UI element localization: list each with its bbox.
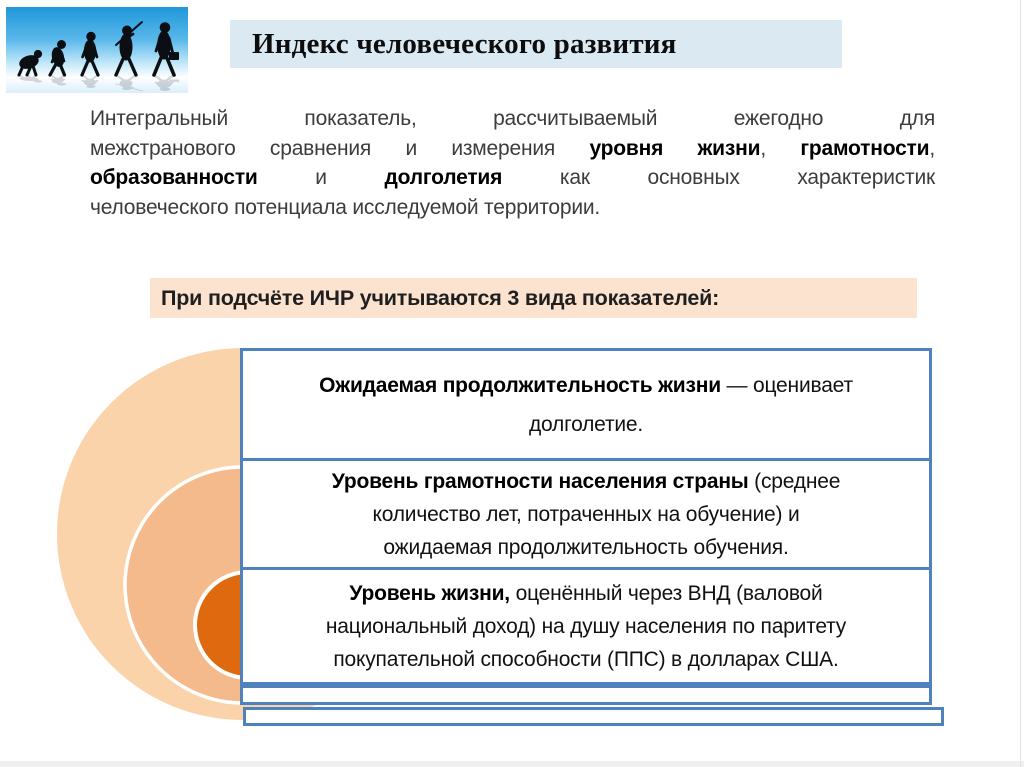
intro-line-3: образованности и долголетия как основных… [90, 166, 935, 189]
slide-right-edge [1020, 0, 1021, 767]
intro-paragraph: Интегральный показатель, рассчитываемый … [90, 104, 935, 222]
diagram-box-literacy: Уровень грамотности населения страны (ср… [240, 458, 932, 570]
intro-line-2: межстранового сравнения и измерения уров… [90, 136, 935, 160]
diagram-box-living-standard: Уровень жизни, оценённый через ВНД (вало… [240, 567, 932, 685]
hominid-figure-2 [80, 31, 100, 77]
diagram-box-living-standard-text: Уровень жизни, оценённый через ВНД (вало… [325, 581, 847, 671]
diagram-box-life-expectancy: Ожидаемая продолжительность жизни — оцен… [240, 348, 932, 461]
page-title: Индекс человеческого развития [252, 27, 677, 60]
diagram-box-literacy-text: Уровень грамотности населения страны (ср… [331, 469, 841, 559]
evolution-illustration [6, 7, 188, 93]
subheader-text: При подсчёте ИЧР учитываются 3 вида пока… [161, 285, 720, 310]
subheader-strip: При подсчёте ИЧР учитываются 3 вида пока… [150, 278, 917, 318]
diagram-box-life-expectancy-text: Ожидаемая продолжительность жизни — оцен… [319, 373, 853, 436]
intro-line-1: Интегральный показатель, рассчитываемый … [90, 107, 935, 130]
figure-silhouettes [17, 21, 179, 77]
hunter-figure [114, 21, 143, 77]
briefcase [169, 52, 179, 60]
title-bar: Индекс человеческого развития [230, 20, 842, 68]
modern-man-figure [152, 22, 179, 77]
slide-bottom-edge [0, 761, 1024, 767]
intro-line-4: человеческого потенциала исследуемой тер… [90, 195, 601, 219]
ape-figure [17, 49, 43, 77]
diagram-box-empty-1 [240, 685, 932, 705]
hominid-figure-1 [48, 40, 67, 77]
diagram-box-empty-2 [243, 707, 944, 726]
evolution-of-man-image [6, 7, 188, 93]
